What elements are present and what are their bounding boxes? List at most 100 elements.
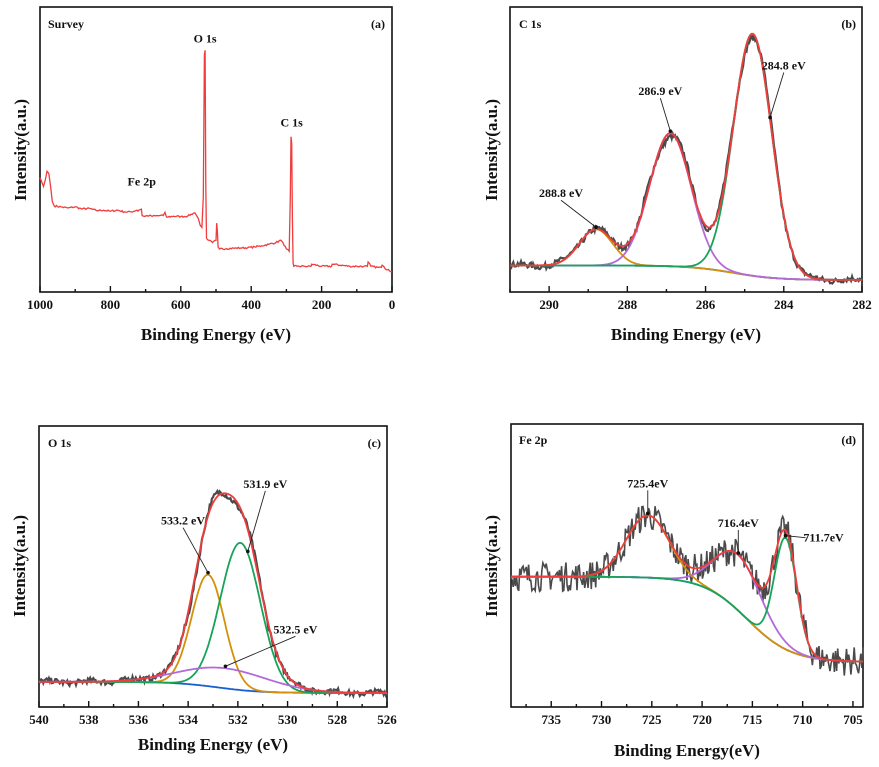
peak-label: 716.4eV	[718, 516, 759, 530]
arrow-head	[594, 225, 598, 230]
plot-area	[38, 488, 389, 700]
panel-a: 1000 800 600 400 200 0 Survey (a) Binding Ene…	[11, 6, 395, 344]
peak-label: 711.7eV	[803, 531, 844, 545]
fit-envelope-line	[510, 32, 862, 281]
plot-frame	[38, 425, 388, 708]
arrow-head	[206, 570, 210, 575]
panel-title: Survey	[48, 17, 84, 31]
peak-label: 531.9 eV	[243, 477, 287, 491]
x-tick-label: 715	[743, 712, 763, 727]
x-axis-title: Binding Energy(eV)	[614, 741, 760, 760]
x-tick-label: 284	[774, 297, 794, 312]
peak-label: 284.8 eV	[762, 58, 806, 72]
panel-label: (c)	[368, 436, 381, 450]
panel-label: (a)	[371, 17, 385, 31]
x-tick-label: 540	[29, 712, 49, 727]
component-peak-531.9	[39, 541, 387, 694]
survey-spectrum-line	[39, 50, 392, 273]
x-tick-label: 725	[642, 712, 662, 727]
panel-c: 540 538 536 534 532 530 528 526 O 1s (c) Bindin…	[10, 425, 397, 754]
annotation-arrow	[560, 199, 597, 228]
x-tick-label: 720	[692, 712, 712, 727]
annotation-arrow	[247, 490, 266, 552]
arrow-head	[645, 511, 650, 516]
x-tick-label: 705	[843, 712, 863, 727]
peak-annotations: O 1s C 1s Fe 2p	[128, 31, 304, 188]
y-axis-title: Intensity(a.u.)	[11, 99, 30, 201]
x-tick-label: 538	[79, 712, 99, 727]
fit-envelope-line	[511, 514, 864, 663]
panel-title: C 1s	[519, 17, 542, 31]
peak-label: 533.2 eV	[161, 514, 205, 528]
panel-label: (b)	[841, 17, 856, 31]
component-peak-533.2	[39, 573, 387, 694]
peak-label: C 1s	[281, 116, 304, 130]
x-tick-label: 200	[312, 297, 332, 312]
arrow-head	[223, 664, 228, 669]
y-axis-title: Intensity(a.u.)	[10, 515, 29, 617]
panel-label: (d)	[841, 433, 856, 447]
x-axis-ticks: 1000 800 600 400 200 0	[27, 286, 395, 312]
x-tick-label: 534	[178, 712, 198, 727]
panel-b: 290 288 286 284 282 C 1s (b) Binding Energy …	[482, 6, 872, 344]
x-tick-label: 288	[618, 297, 638, 312]
component-peak-284.8	[510, 32, 862, 281]
x-tick-label: 800	[101, 297, 121, 312]
x-tick-label: 290	[539, 297, 559, 312]
annotation-arrow	[785, 535, 806, 539]
x-tick-label: 530	[278, 712, 298, 727]
plot-frame	[39, 6, 393, 293]
plot-area	[510, 505, 864, 676]
x-tick-label: 532	[228, 712, 248, 727]
x-tick-label: 528	[328, 712, 348, 727]
fit-envelope-line	[38, 492, 387, 694]
plot-area	[39, 50, 392, 273]
x-tick-label: 1000	[27, 297, 53, 312]
x-tick-label: 0	[389, 297, 396, 312]
component-peak-288.8	[510, 228, 862, 281]
x-tick-label: 710	[793, 712, 813, 727]
x-axis-ticks: 290 288 286 284 282	[509, 286, 872, 312]
peak-annotations: 725.4eV 716.4eV 711.7eV	[627, 476, 844, 555]
arrow-head	[736, 551, 741, 555]
x-tick-label: 286	[696, 297, 716, 312]
peak-annotations: 533.2 eV 531.9 eV 532.5 eV	[161, 477, 318, 669]
x-axis-title: Binding Energy (eV)	[611, 325, 761, 344]
x-tick-label: 282	[852, 297, 872, 312]
plot-area	[509, 32, 863, 285]
peak-label: 532.5 eV	[273, 622, 317, 636]
peak-label: Fe 2p	[128, 175, 157, 189]
component-peak-711.7	[511, 536, 864, 663]
peak-annotations: 288.8 eV 286.9 eV 284.8 eV	[539, 58, 806, 230]
x-tick-label: 400	[241, 297, 261, 312]
x-tick-label: 735	[541, 712, 561, 727]
arrow-head	[246, 549, 250, 554]
annotation-arrow	[182, 527, 209, 573]
peak-label: O 1s	[194, 31, 217, 45]
raw-data-line	[38, 488, 389, 700]
plot-frame	[510, 423, 864, 708]
raw-data-line	[509, 34, 863, 285]
annotation-arrow	[225, 635, 296, 667]
panel-title: Fe 2p	[519, 433, 548, 447]
x-tick-label: 536	[129, 712, 149, 727]
x-axis-ticks: 540 538 536 534 532 530 528 526	[29, 701, 397, 727]
x-axis-title: Binding Energy (eV)	[141, 325, 291, 344]
arrow-head	[668, 129, 673, 133]
arrow-head	[783, 533, 788, 538]
panel-title: O 1s	[48, 436, 71, 450]
arrow-head	[768, 115, 772, 120]
peak-label: 725.4eV	[627, 476, 668, 490]
annotation-arrow	[659, 98, 671, 132]
peak-label: 288.8 eV	[539, 186, 583, 200]
plot-frame	[509, 6, 863, 293]
x-tick-label: 600	[171, 297, 191, 312]
panel-d: 735 730 725 720 715 710 705 Fe 2p (d) Binding …	[482, 423, 864, 760]
peak-label: 286.9 eV	[638, 84, 682, 98]
x-axis-ticks: 735 730 725 720 715 710 705	[525, 701, 863, 727]
annotation-arrow	[769, 72, 785, 118]
x-axis-title: Binding Energy (eV)	[138, 735, 288, 754]
y-axis-title: Intensity(a.u.)	[482, 515, 501, 617]
y-axis-title: Intensity(a.u.)	[482, 99, 501, 201]
